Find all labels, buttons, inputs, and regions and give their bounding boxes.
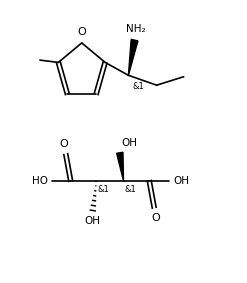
Text: O: O	[60, 139, 68, 149]
Text: &1: &1	[98, 185, 109, 194]
Text: OH: OH	[173, 176, 189, 186]
Text: &1: &1	[125, 185, 137, 194]
Polygon shape	[117, 152, 124, 181]
Polygon shape	[128, 39, 138, 75]
Text: NH₂: NH₂	[126, 24, 145, 34]
Text: OH: OH	[85, 216, 101, 226]
Text: O: O	[77, 27, 86, 37]
Text: OH: OH	[121, 138, 137, 148]
Text: HO: HO	[32, 176, 48, 186]
Text: O: O	[151, 213, 160, 223]
Text: &1: &1	[132, 82, 144, 91]
